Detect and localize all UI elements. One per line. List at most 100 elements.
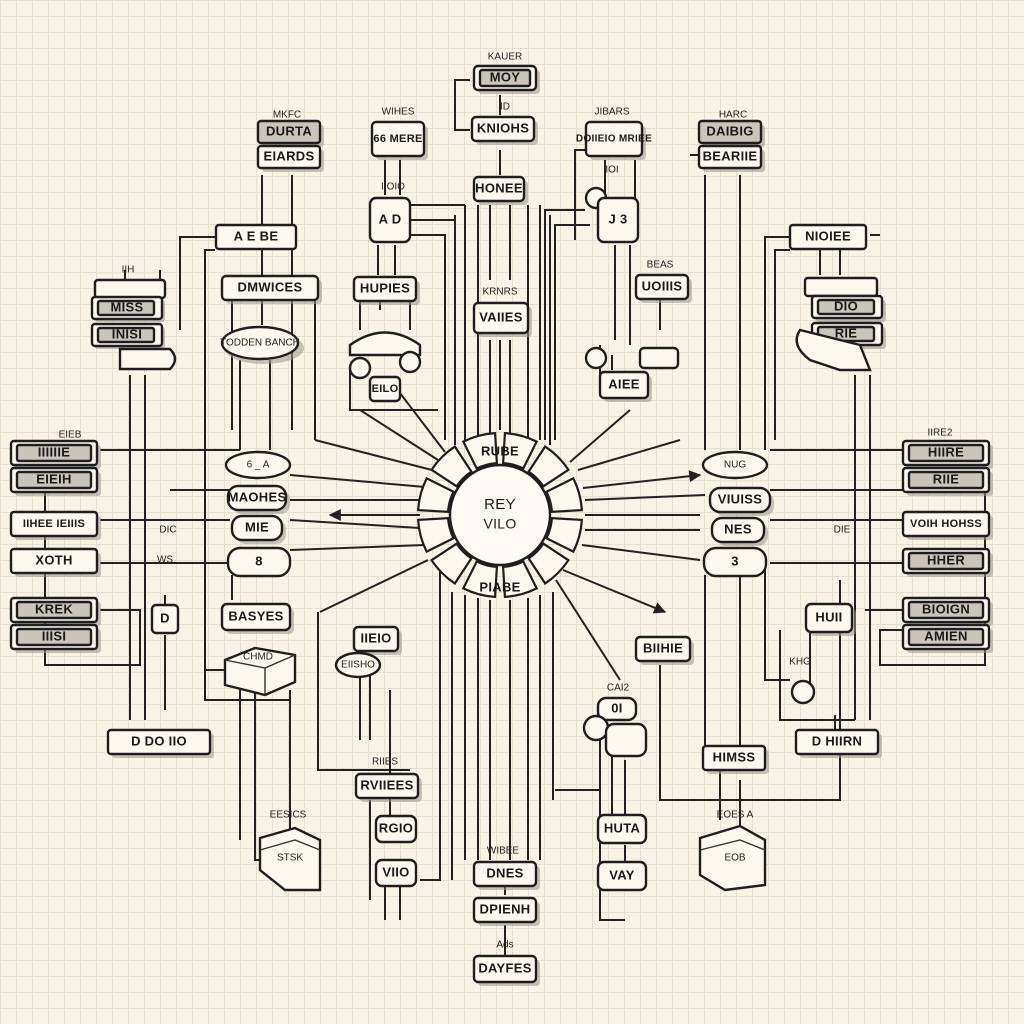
left-top-box1-label: DURTA	[266, 123, 312, 138]
right-node-a	[708, 486, 772, 514]
left-stack-top	[93, 278, 167, 300]
cl-lower-oval-label: EIISHO	[341, 660, 375, 671]
left-cap-label: MKFC	[273, 110, 301, 121]
left-edge3	[9, 510, 99, 538]
cr-bot-box3-label: VAY	[609, 867, 635, 882]
left-node-a	[226, 484, 288, 512]
ct-label: KRNRS	[482, 287, 517, 298]
cl-sensor-right-wheel	[398, 350, 422, 374]
right-iso-label: EOES A	[717, 810, 754, 821]
cl-wide-box-label: HUPIES	[360, 280, 410, 295]
cl-lower-box-label: IIEIO	[360, 630, 391, 645]
left-edge-label: EIEB	[59, 430, 82, 441]
cb-label: Ads	[496, 940, 513, 951]
hub-bottom-label: PIABE	[479, 579, 520, 594]
central-hub: RUBE REY VILO PIABE	[416, 431, 584, 599]
right-cylinder-label: NUG	[724, 460, 746, 471]
left-oval	[220, 325, 300, 361]
hub-segment	[527, 445, 570, 488]
right-edge5-label: BIOIGN	[922, 601, 970, 616]
left-wide-box	[220, 274, 320, 302]
left-ws-label: WS	[157, 555, 173, 566]
right-hms-box-label: HIMSS	[713, 749, 756, 764]
cl-bot-box1-label: RVIIEES	[360, 777, 413, 792]
cr-cyl-box-label: 0I	[611, 700, 622, 715]
hub-segment	[430, 445, 473, 488]
right-kh-label: KHG	[789, 657, 811, 668]
cr-flag-box	[638, 346, 680, 370]
cr-cyl-top	[596, 696, 638, 722]
center-right-cluster: JIBARS DOIIEIO MRIEE IOI J 3 BEAS UOIIIS…	[576, 107, 694, 892]
left-edge4	[9, 547, 99, 575]
cr-bot-box3	[596, 860, 648, 892]
left-stack1-label: MISS	[111, 299, 144, 314]
left-stack-base	[118, 347, 177, 371]
left-oval-label: TODDEN BANCH	[220, 338, 300, 349]
hub-segment	[527, 542, 570, 585]
cb-box1-label: DNES	[486, 865, 523, 880]
ct-cap-label: KAUER	[488, 52, 522, 63]
right-mid-box-label: NIOIEE	[805, 228, 851, 243]
right-top-box2-label: BEARIIE	[703, 148, 758, 163]
hub-segment	[461, 560, 499, 599]
right-bottom-box-label: D HIIRN	[812, 733, 863, 748]
cl-ab-box-label: A D	[379, 211, 402, 226]
center-left-cluster: WIHES 66 MERE IIOIO A D HUPIES EILO IIEI…	[334, 107, 428, 888]
ct-box2	[470, 115, 536, 143]
cl-lower-box	[352, 625, 400, 653]
left-cube	[223, 646, 297, 697]
left-iso-text: STSK	[277, 853, 303, 864]
left-node-b-label: MIE	[245, 519, 269, 534]
cb-box1	[472, 860, 538, 888]
right-stack-top	[803, 276, 879, 298]
left-small-box	[150, 603, 180, 635]
left-cube-label: CHMD	[243, 652, 273, 663]
right-hms-box	[701, 744, 767, 772]
cr-bot-box2-label: HUTA	[604, 820, 641, 835]
cr-j-box	[596, 196, 640, 244]
cl-bot-box3	[374, 858, 418, 888]
ct-box2-label: KNIOHS	[477, 120, 529, 135]
right-node-c	[702, 546, 768, 578]
left-stack2-label: INISI	[112, 326, 142, 341]
right-bottom-box	[794, 728, 880, 756]
cr-a-box-label: UOIIIS	[642, 278, 683, 293]
left-iso-label: EESICS	[270, 810, 307, 821]
left-bottom-box	[106, 728, 212, 756]
left-node-b	[230, 514, 284, 542]
wiring	[44, 79, 986, 955]
right-cluster: HARC DAIBIG BEARIIE NIOIEE DIO RIE NUG V…	[697, 110, 993, 892]
right-stack1-label: DIO	[834, 298, 858, 313]
right-cylinder	[701, 450, 769, 480]
cr-bot-box1-label: BIIHIE	[643, 640, 683, 655]
cb-box2	[472, 896, 538, 924]
ct-box4	[472, 301, 530, 335]
right-edge-label: IIRE2	[927, 428, 952, 439]
cl-ab-box	[368, 196, 412, 244]
cl-wide-box	[352, 275, 418, 303]
left-edge3-label: IIHEE IEIIIS	[23, 518, 85, 530]
right-top-box1-label: DAIBIG	[706, 123, 753, 138]
right-top-box2	[697, 144, 763, 170]
cr-bot-box1	[634, 635, 692, 663]
cl-bot-box3-label: VIIO	[382, 864, 409, 879]
ct-top-box-label: MOY	[490, 69, 521, 84]
left-mid-box2-label: BASYES	[228, 608, 283, 623]
right-node-c-label: 3	[731, 553, 739, 568]
left-top-box1	[256, 119, 322, 145]
right-edge3-label: VOIH HOHSS	[910, 518, 982, 530]
right-node-b	[710, 516, 766, 544]
left-edge2-label: EIEIH	[36, 471, 71, 486]
right-cap-label: HARC	[719, 110, 747, 121]
hub-segment	[545, 476, 584, 514]
cr-b-box-label: AIEE	[608, 376, 640, 391]
center-top-cluster: KAUER MOY ID KNIOHS HONEE KRNRS VAIIES	[470, 52, 540, 337]
right-node-a-label: VIUISS	[718, 491, 762, 506]
right-stack-base	[795, 328, 872, 372]
left-top-box2-label: EIARDS	[264, 148, 315, 163]
cr-cap-label: JIBARS	[594, 107, 629, 118]
cr-bot-box2	[596, 813, 648, 845]
cr-j-box-label: J 3	[609, 211, 628, 226]
hub-top-label: RUBE	[481, 443, 519, 458]
